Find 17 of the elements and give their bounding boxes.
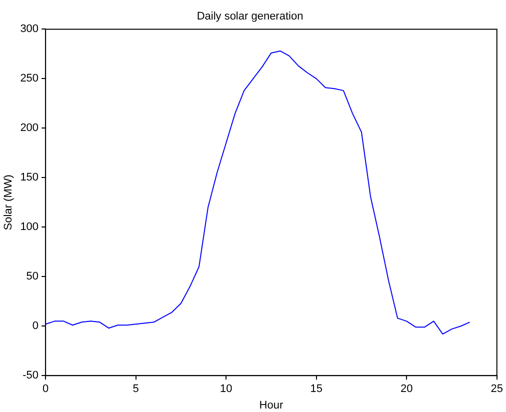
y-tick-label: -50 xyxy=(22,370,39,382)
x-tick-label: 0 xyxy=(42,383,49,396)
y-tick-label: 50 xyxy=(26,270,39,283)
y-tick-label: 150 xyxy=(20,172,39,184)
x-tick-label: 25 xyxy=(490,383,504,396)
y-tick-label: 100 xyxy=(20,221,39,234)
x-tick-label: 10 xyxy=(220,383,232,396)
y-axis-title: Solar (MW) xyxy=(2,174,15,230)
x-tick-label: 5 xyxy=(132,383,139,396)
y-tick-label: 0 xyxy=(32,320,39,332)
y-tick-label: 250 xyxy=(20,72,39,85)
y-tick-label: 300 xyxy=(20,23,39,36)
x-tick-label: 20 xyxy=(400,383,413,396)
x-axis-title: Hour xyxy=(259,399,284,412)
chart-title: Daily solar generation xyxy=(196,10,304,23)
y-tick-label: 200 xyxy=(20,122,39,134)
x-tick-label: 15 xyxy=(310,383,322,396)
